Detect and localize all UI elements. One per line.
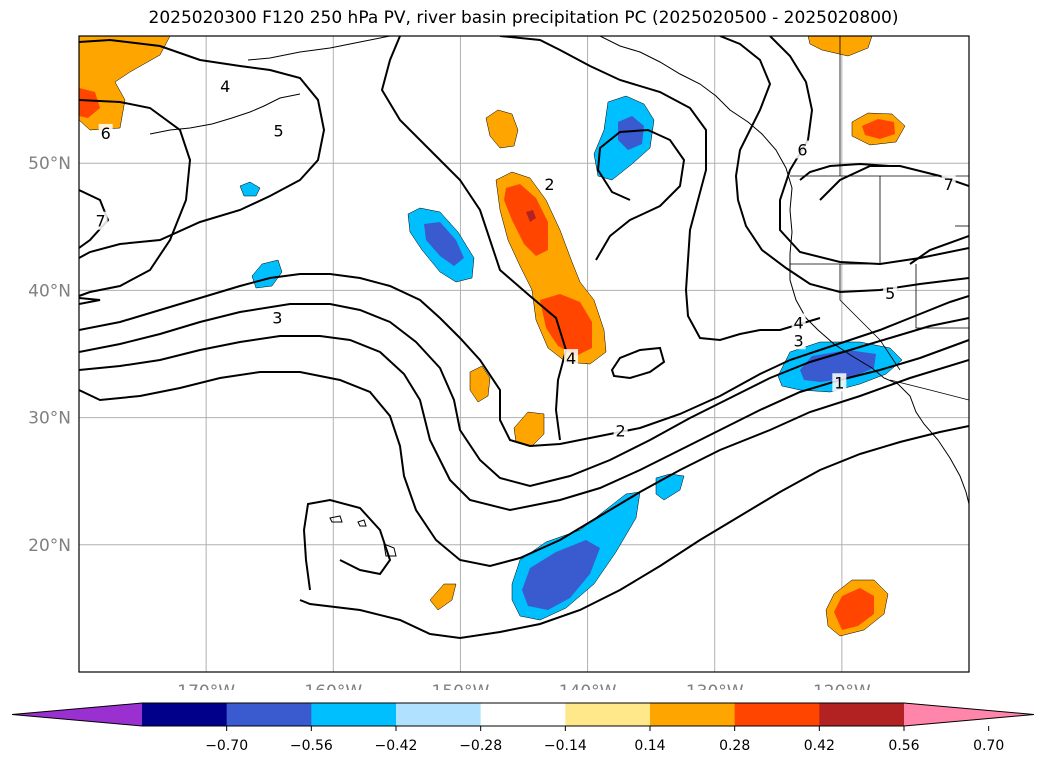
colorbar-tick-label: 0.70 [973,738,1004,754]
colorbar-segment [819,703,905,726]
longitude-tick-label: 170°W [177,682,235,690]
precip-strong-positive-blob [79,88,100,118]
contour-label: 3 [272,308,282,327]
colorbar-segment [650,703,736,726]
colorbar-extend-min [12,703,142,726]
longitude-tick-label: 150°W [432,682,490,690]
contour-label: 3 [794,331,804,350]
longitude-tick-label: 140°W [559,682,617,690]
colorbar-tick-label: −0.42 [375,738,418,754]
precip-positive-blob [485,109,519,149]
colorbar-extend-max [904,703,1034,726]
contour-label: 7 [944,175,954,194]
colorbar-segment [311,703,397,726]
colorbar-tick-label: 0.14 [634,738,665,754]
colorbar-ticks: −0.70 −0.56 −0.42 −0.28 −0.14 0.14 0.28 0.42 0.5… [205,726,1004,754]
contour-label-background [791,331,806,350]
map-frame [78,35,970,673]
contour-label-background [613,421,628,440]
colorbar-segment [142,703,228,726]
longitude-tick-label: 130°W [686,682,744,690]
colorbar-segment [734,703,820,726]
contour-label-background [542,174,557,193]
precip-positive-blob [79,36,171,131]
coastlines [149,36,969,557]
contour-label: 1 [834,373,844,392]
colorbar-segment [565,703,651,726]
colorbar-tick-label: −0.56 [290,738,333,754]
contour-label-background [883,284,898,303]
contour-label: 7 [96,212,106,231]
precip-strong-negative-blob [424,222,464,266]
colorbar-tick-label: 0.56 [888,738,919,754]
colorbar-tick-label: 0.42 [804,738,835,754]
colorbar-segments [11,702,1035,727]
contour-label: 6 [101,124,111,143]
contour-label: 5 [885,284,895,303]
axis-tick-labels: 170°W 160°W 150°W 140°W 130°W 120°W 20°N 30°N 40… [28,154,871,690]
contour-label: 2 [544,175,554,194]
precip-strong-positive-blob [504,184,548,256]
contour-label: 4 [220,77,230,96]
latitude-tick-label: 50°N [28,154,71,174]
colorbar-tick-label: −0.14 [544,738,587,754]
precip-strong-negative-blob [522,540,600,610]
precip-negative-blob [239,181,261,197]
colorbar-segment [480,703,566,726]
contour-label: 4 [794,313,804,332]
contour-label-background [795,140,810,159]
longitude-tick-label: 160°W [304,682,362,690]
precip-anomaly-fields [79,36,906,637]
colorbar-tick-label: 0.28 [719,738,750,754]
precip-strong-positive-blob [540,294,592,356]
contour-label-background [98,123,113,142]
contour-label: 5 [274,121,284,140]
colorbar-tick-label: −0.70 [205,738,248,754]
contour-label-background [218,76,233,95]
contour-label: 4 [566,349,576,368]
contour-label-background [941,174,956,193]
colorbar-tick-label: −0.28 [459,738,502,754]
contour-label-background [271,121,286,140]
contour-label-background [791,313,806,332]
contour-label-background [93,211,108,230]
figure-title: 2025020300 F120 250 hPa PV, river basin … [148,8,899,28]
contour-label: 6 [797,140,807,159]
colorbar-segment [396,703,482,726]
precip-negative-blob [655,473,685,501]
precip-strong-positive-blob [862,119,895,139]
precip-strong-negative-blob [618,116,644,150]
colorbar-outline [11,702,1035,727]
precip-very-strong-blob [526,210,536,222]
latitude-tick-label: 40°N [28,281,71,301]
precip-positive-blob [469,365,491,403]
precip-strong-positive-blob [834,588,874,630]
contour-label-background [270,308,285,327]
contour-label-background [564,349,579,368]
precip-strong-negative-blob [800,350,876,382]
contour-label: 2 [616,422,626,441]
colorbar-segment [226,703,312,726]
precip-positive-blob [429,583,457,611]
longitude-tick-label: 120°W [813,682,871,690]
latitude-tick-label: 20°N [28,536,71,556]
contour-label-background [832,373,847,392]
pv-contours [79,36,969,640]
latitude-tick-label: 30°N [28,409,71,429]
